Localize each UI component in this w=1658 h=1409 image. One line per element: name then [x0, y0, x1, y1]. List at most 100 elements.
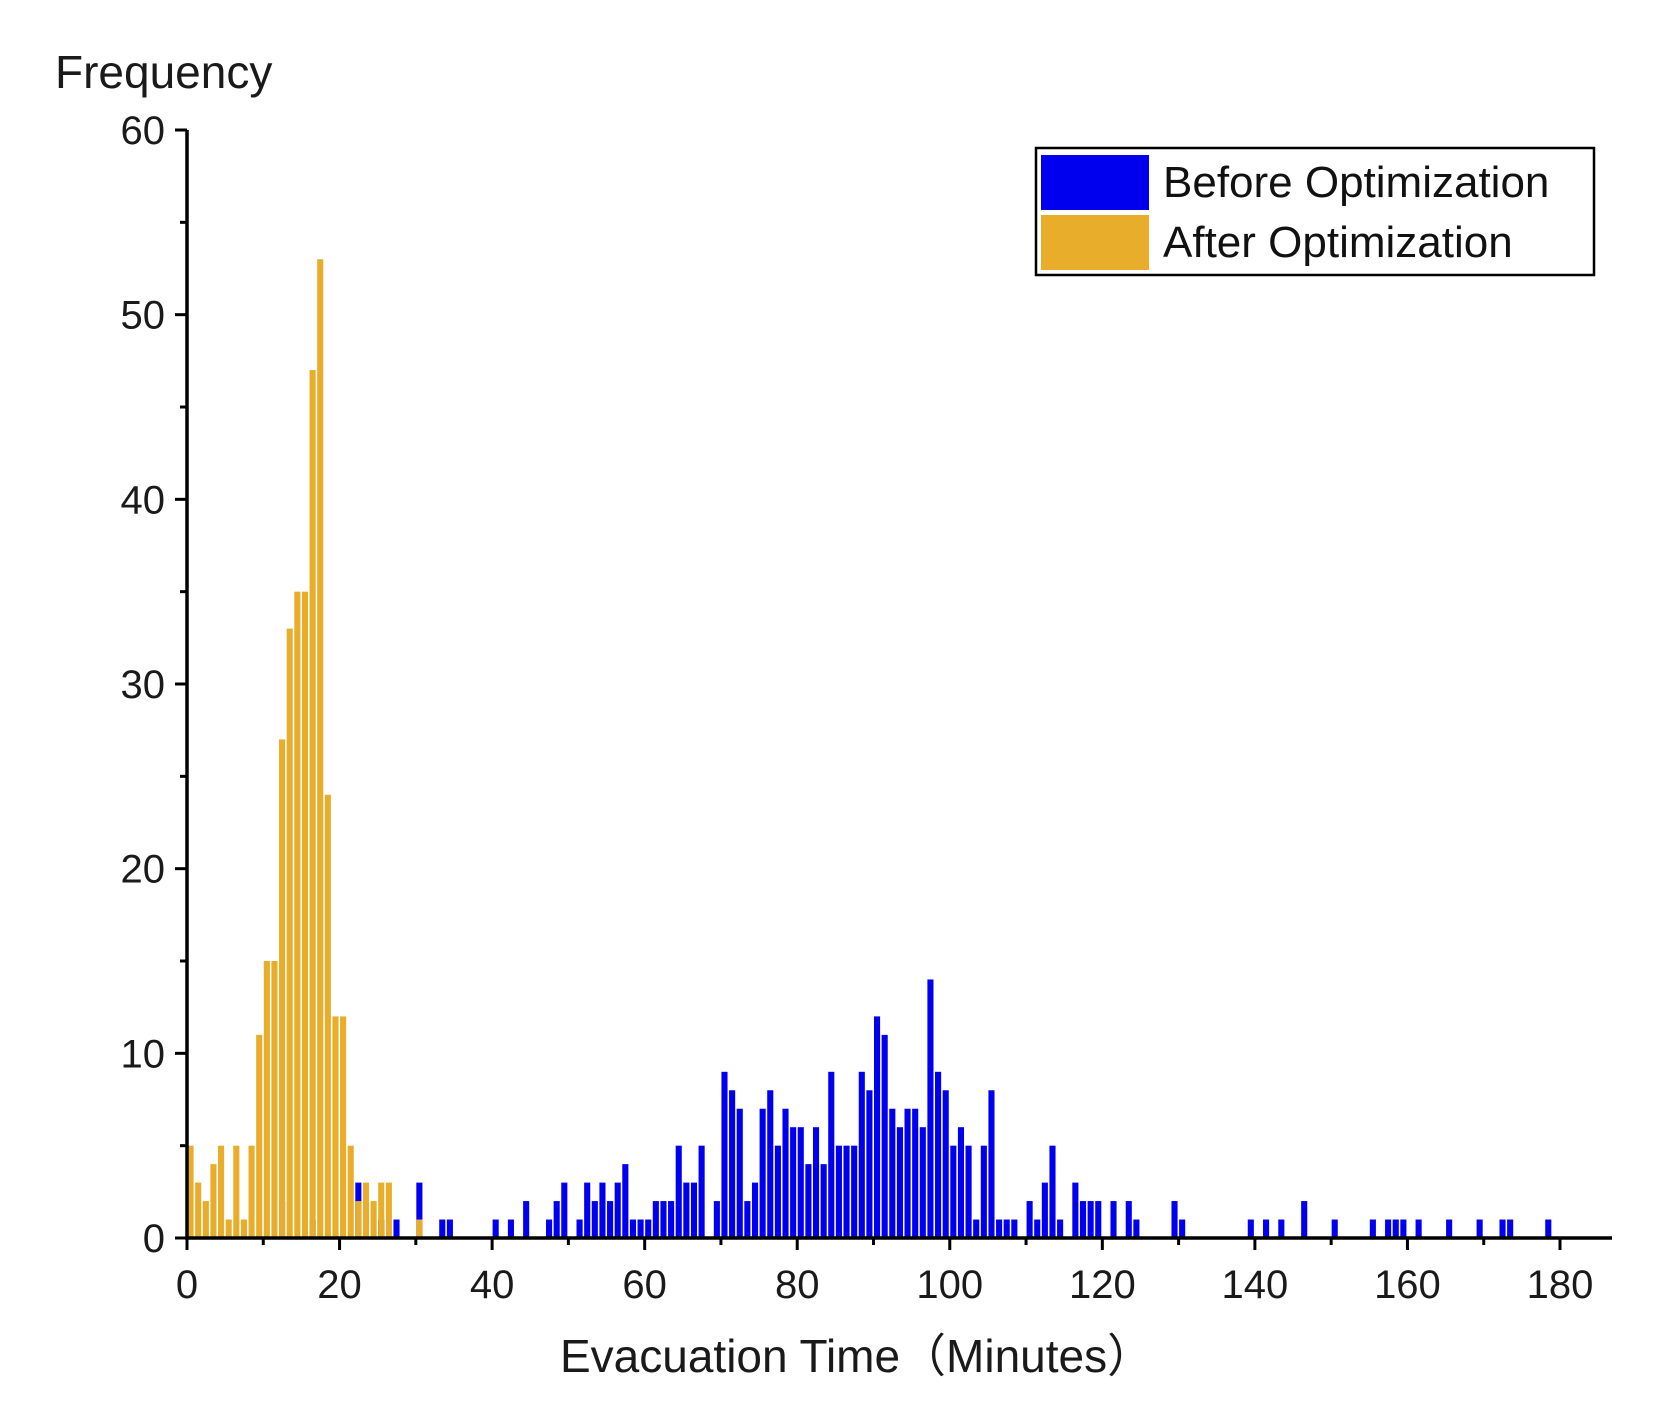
- before-bar-58: [629, 1219, 637, 1238]
- before-bar-123: [1125, 1201, 1132, 1238]
- before-bar-95: [912, 1108, 919, 1238]
- before-bar-42: [507, 1219, 514, 1238]
- before-bar-173: [1507, 1219, 1514, 1238]
- before-bar-111: [1034, 1219, 1041, 1238]
- after-bar-22: [355, 1201, 362, 1238]
- before-bar-53: [591, 1201, 598, 1238]
- after-bar-10: [263, 961, 270, 1238]
- before-bar-65: [683, 1182, 690, 1238]
- before-bar-98: [935, 1071, 942, 1238]
- legend-label-after: After Optimization: [1163, 218, 1513, 267]
- before-bar-88: [858, 1071, 865, 1238]
- before-bar-89: [866, 1090, 873, 1238]
- legend: Before Optimization After Optimization: [1034, 146, 1596, 277]
- before-bar-74: [751, 1182, 759, 1238]
- after-bar-15: [301, 591, 309, 1238]
- before-bar-84: [828, 1071, 835, 1238]
- before-bar-101: [957, 1127, 965, 1238]
- before-bar-116: [1072, 1182, 1079, 1238]
- before-bar-165: [1446, 1219, 1453, 1238]
- before-bar-118: [1087, 1201, 1094, 1238]
- y-tick-label-20: 20: [121, 848, 166, 892]
- before-bar-143: [1278, 1219, 1285, 1238]
- before-bar-34: [446, 1219, 453, 1238]
- before-bar-113: [1049, 1145, 1056, 1238]
- x-tick-label-80: 80: [775, 1263, 820, 1307]
- before-bar-76: [767, 1090, 774, 1238]
- before-bar-54: [599, 1182, 606, 1238]
- before-bar-129: [1171, 1201, 1178, 1238]
- before-bar-62: [660, 1201, 667, 1238]
- before-bar-105: [988, 1090, 995, 1238]
- before-bar-63: [668, 1201, 675, 1238]
- before-bar-57: [622, 1164, 629, 1238]
- before-bar-94: [904, 1108, 911, 1238]
- after-bar-24: [370, 1201, 377, 1238]
- after-bar-7: [240, 1219, 247, 1238]
- before-bar-85: [835, 1145, 842, 1238]
- y-tick-label-60: 60: [121, 109, 166, 153]
- after-bar-18: [324, 794, 331, 1238]
- before-bar-86: [843, 1145, 850, 1238]
- after-bar-4: [218, 1145, 225, 1238]
- before-bar-71: [729, 1090, 736, 1238]
- before-bar-104: [980, 1145, 987, 1238]
- before-bar-75: [759, 1108, 766, 1238]
- before-bar-56: [614, 1182, 621, 1238]
- after-bar-26: [385, 1182, 392, 1238]
- after-bar-25: [378, 1182, 385, 1238]
- after-bar-16: [309, 370, 316, 1238]
- x-tick-label-160: 160: [1374, 1263, 1441, 1307]
- before-bar-99: [942, 1090, 949, 1238]
- before-bar-157: [1385, 1219, 1392, 1238]
- before-bar-121: [1110, 1201, 1117, 1238]
- before-bar-124: [1133, 1219, 1140, 1238]
- after-bar-1: [195, 1182, 202, 1238]
- after-bar-14: [294, 591, 301, 1238]
- after-bar-11: [271, 961, 278, 1238]
- after-bar-30: [416, 1219, 423, 1238]
- before-bar-78: [782, 1108, 789, 1238]
- before-bar-87: [851, 1145, 858, 1238]
- before-bar-72: [736, 1108, 743, 1238]
- before-bar-40: [492, 1219, 499, 1238]
- x-tick-label-100: 100: [916, 1263, 983, 1307]
- before-bar-159: [1400, 1219, 1407, 1238]
- before-bar-44: [523, 1201, 530, 1238]
- before-bar-82: [812, 1127, 820, 1238]
- x-tick-label-0: 0: [176, 1263, 198, 1307]
- before-bar-102: [965, 1145, 972, 1238]
- after-bar-21: [347, 1145, 354, 1238]
- y-axis-ticks: 0 10 20 30 40 50 60: [121, 109, 187, 1261]
- before-bar-141: [1263, 1219, 1270, 1238]
- before-bar-48: [553, 1201, 560, 1238]
- before-bar-66: [690, 1182, 698, 1238]
- x-tick-label-40: 40: [470, 1263, 515, 1307]
- before-bar-139: [1247, 1219, 1254, 1238]
- before-bar-64: [675, 1145, 682, 1238]
- before-bar-69: [713, 1201, 720, 1238]
- after-bar-19: [332, 1016, 339, 1238]
- before-bar-110: [1026, 1201, 1033, 1238]
- before-bar-33: [439, 1219, 446, 1238]
- x-axis-title: Evacuation Time（Minutes）: [560, 1330, 1153, 1382]
- legend-label-before: Before Optimization: [1163, 158, 1549, 207]
- y-tick-label-30: 30: [121, 663, 166, 707]
- before-bar-49: [561, 1182, 568, 1238]
- before-bar-67: [698, 1145, 705, 1238]
- legend-swatch-after: [1041, 215, 1149, 270]
- after-bar-5: [225, 1219, 232, 1238]
- x-tick-label-60: 60: [622, 1263, 667, 1307]
- before-bar-96: [919, 1127, 926, 1238]
- before-bar-112: [1041, 1182, 1048, 1238]
- after-bar-20: [340, 1016, 347, 1238]
- before-bar-59: [637, 1219, 644, 1238]
- before-bar-55: [607, 1201, 614, 1238]
- before-bar-117: [1079, 1201, 1087, 1238]
- before-bar-83: [820, 1164, 827, 1238]
- before-bar-97: [927, 979, 934, 1238]
- before-bar-161: [1415, 1219, 1422, 1238]
- before-bar-70: [721, 1071, 728, 1238]
- x-tick-label-20: 20: [317, 1263, 362, 1307]
